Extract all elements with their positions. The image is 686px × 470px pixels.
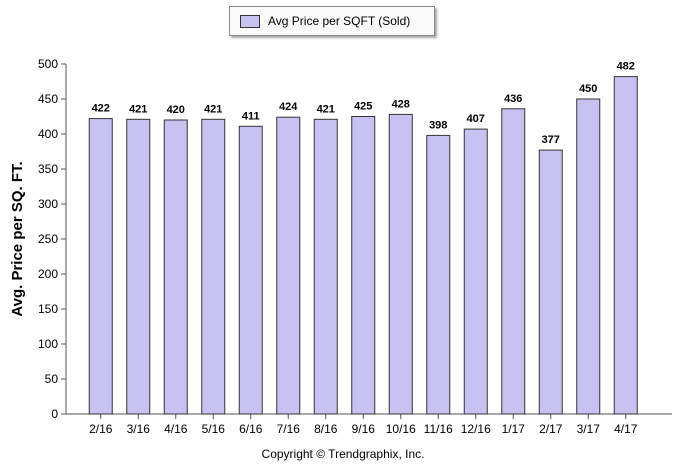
plot-area: 0 50 100 150 200 250 300 350 400 450 500 2/16 3/16 4… xyxy=(38,57,672,436)
bar xyxy=(126,118,151,415)
bar xyxy=(388,113,413,415)
x-tick-label: 11/16 xyxy=(424,422,453,436)
x-axis-ticks: 2/16 3/16 4/16 5/16 6/16 7/16 8/16 9/16 10/16 11/… xyxy=(89,414,638,436)
bar-value-label: 421 xyxy=(317,103,335,115)
bar xyxy=(463,128,488,415)
y-tick-label: 400 xyxy=(38,127,58,141)
x-tick-label: 4/16 xyxy=(164,422,188,436)
x-tick-label: 1/17 xyxy=(502,422,526,436)
bar-value-label: 436 xyxy=(504,93,522,105)
y-tick-label: 100 xyxy=(38,337,58,351)
bar-value-label: 377 xyxy=(542,134,560,146)
bar-series xyxy=(88,76,638,415)
chart-legend: Avg Price per SQFT (Sold) xyxy=(229,6,435,36)
bar-value-label: 420 xyxy=(167,104,185,116)
bar-value-label: 425 xyxy=(354,101,372,113)
y-tick-label: 300 xyxy=(38,197,58,211)
bar xyxy=(276,116,301,415)
bar xyxy=(538,149,563,415)
bar-value-label: 421 xyxy=(129,103,147,115)
x-tick-label: 8/16 xyxy=(314,422,338,436)
bar xyxy=(238,125,263,415)
y-tick-label: 250 xyxy=(38,232,58,246)
y-tick-label: 150 xyxy=(38,302,58,316)
bar-value-label: 428 xyxy=(392,98,410,110)
y-tick-label: 450 xyxy=(38,92,58,106)
bar xyxy=(351,116,376,415)
bar-value-label: 424 xyxy=(279,101,298,113)
data-labels: 422 421 420 421 411 424 421 425 428 398 407 436 377 4… xyxy=(92,61,635,147)
bar xyxy=(613,76,638,415)
y-tick-label: 0 xyxy=(51,407,58,421)
y-tick-label: 350 xyxy=(38,162,58,176)
copyright-text: Copyright © Trendgraphix, Inc. xyxy=(261,447,425,461)
bar-value-label: 407 xyxy=(467,113,485,125)
bar xyxy=(576,98,601,415)
x-tick-label: 6/16 xyxy=(239,422,263,436)
y-tick-label: 200 xyxy=(38,267,58,281)
x-tick-label: 4/17 xyxy=(614,422,638,436)
bar xyxy=(163,119,188,415)
bar-value-label: 398 xyxy=(429,119,447,131)
bar-value-label: 411 xyxy=(242,110,260,122)
bar xyxy=(501,108,526,415)
x-tick-label: 5/16 xyxy=(202,422,226,436)
legend-label: Avg Price per SQFT (Sold) xyxy=(268,14,411,28)
x-tick-label: 10/16 xyxy=(386,422,416,436)
x-tick-label: 12/16 xyxy=(461,422,491,436)
x-tick-label: 2/16 xyxy=(89,422,113,436)
bar-value-label: 482 xyxy=(617,61,635,73)
bar-value-label: 421 xyxy=(204,103,222,115)
legend-swatch xyxy=(240,14,260,28)
x-tick-label: 3/16 xyxy=(127,422,151,436)
x-tick-label: 9/16 xyxy=(352,422,376,436)
y-tick-label: 500 xyxy=(38,57,58,71)
bar xyxy=(313,118,338,415)
bar xyxy=(88,118,113,415)
bar-value-label: 450 xyxy=(579,83,597,95)
bar xyxy=(201,118,226,415)
y-tick-label: 50 xyxy=(45,372,59,386)
bar xyxy=(426,134,451,415)
y-axis-ticks: 0 50 100 150 200 250 300 350 400 450 500 xyxy=(38,57,66,421)
x-tick-label: 2/17 xyxy=(539,422,563,436)
bar-value-label: 422 xyxy=(92,103,110,115)
y-axis-label: Avg. Price per SQ. FT. xyxy=(9,161,26,316)
x-tick-label: 7/16 xyxy=(277,422,301,436)
x-tick-label: 3/17 xyxy=(577,422,601,436)
